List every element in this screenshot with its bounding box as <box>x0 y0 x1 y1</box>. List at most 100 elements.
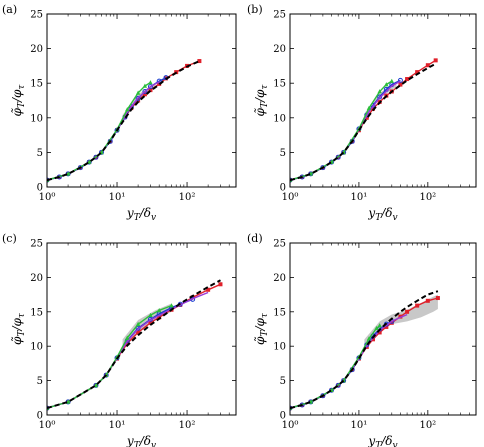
data-point <box>405 309 410 314</box>
y-tick-label: 10 <box>30 342 43 353</box>
y-tick-label: 10 <box>30 113 43 124</box>
data-point <box>169 303 174 308</box>
y-tick-label: 25 <box>30 10 43 21</box>
x-tick-label: 10⁰ <box>39 192 56 203</box>
data-point <box>384 82 389 87</box>
data-point <box>384 324 389 329</box>
chart-panel-a: 0 5 10 15 20 25 10⁰ 10¹ 10² (a) yT/δv φ̃T/φτ <box>2 3 237 223</box>
data-point <box>93 154 99 160</box>
data-point <box>366 336 372 341</box>
data-point <box>435 296 440 301</box>
y-axis-label: φ̃T/φτ <box>10 312 27 345</box>
x-tick-label: 10² <box>419 192 436 203</box>
data-point <box>389 78 394 83</box>
y-tick-label: 25 <box>30 239 43 250</box>
series-line-2 <box>290 80 401 181</box>
y-tick-label: 0 <box>37 183 43 194</box>
data-point <box>397 77 403 83</box>
y-axis-label: φ̃T/φτ <box>10 84 27 117</box>
data-point <box>335 382 341 388</box>
y-tick-label: 10 <box>273 342 286 353</box>
data-point <box>197 59 202 64</box>
data-point <box>377 330 382 335</box>
x-tick-label: 10¹ <box>109 420 126 431</box>
y-tick-label: 0 <box>280 183 286 194</box>
data-point <box>142 92 147 97</box>
x-tick-label: 10⁰ <box>282 192 299 203</box>
data-point <box>206 287 211 292</box>
data-point <box>218 282 223 287</box>
x-tick-label: 10² <box>179 420 196 431</box>
y-tick-label: 15 <box>30 79 43 90</box>
x-tick-label: 10¹ <box>109 192 126 203</box>
data-point <box>93 383 99 388</box>
y-tick-label: 20 <box>30 44 43 55</box>
y-tick-label: 0 <box>280 411 286 422</box>
y-tick-label: 15 <box>273 79 286 90</box>
series-line-4 <box>290 290 439 410</box>
series-line-0 <box>47 283 221 409</box>
y-axis-label: φ̃T/φτ <box>253 312 270 345</box>
panel-label: (b) <box>247 3 263 16</box>
panel-label: (c) <box>2 232 17 245</box>
chart-panel-b: 0 5 10 15 20 25 10⁰ 10¹ 10² (b) yT/δv φ̃T/φτ <box>247 3 477 223</box>
y-tick-label: 15 <box>273 307 286 318</box>
y-tick-label: 15 <box>30 307 43 318</box>
panel-label: (d) <box>247 232 263 245</box>
data-point <box>148 320 153 325</box>
data-point <box>148 88 153 93</box>
y-tick-label: 25 <box>273 239 286 250</box>
data-point <box>156 78 162 84</box>
plot-area <box>47 59 202 183</box>
data-point <box>142 89 148 95</box>
chart-panel-c: 0 5 10 15 20 25 10⁰ 10¹ 10² (c) yT/δv φ̃T/φτ <box>2 232 237 447</box>
y-tick-label: 20 <box>273 273 286 284</box>
data-point <box>377 323 382 328</box>
data-point <box>415 303 420 308</box>
data-point <box>135 95 141 101</box>
data-point <box>157 315 162 320</box>
axes-frame <box>46 13 237 188</box>
data-point <box>136 330 141 335</box>
series-line-4 <box>47 279 221 410</box>
data-point <box>425 298 430 303</box>
plot-area <box>290 290 440 411</box>
data-point <box>125 335 130 340</box>
series-line-4 <box>290 62 437 182</box>
data-point <box>142 83 148 88</box>
data-point <box>135 90 141 95</box>
data-point <box>370 337 375 342</box>
series-line-2 <box>290 313 408 409</box>
series-line-2 <box>47 291 209 409</box>
axes-frame <box>289 242 477 416</box>
data-point <box>156 308 162 313</box>
y-tick-label: 5 <box>280 376 286 387</box>
data-point <box>148 312 153 318</box>
plot-area <box>290 58 438 183</box>
series-line-3 <box>47 304 172 409</box>
y-tick-label: 5 <box>37 148 43 159</box>
y-tick-label: 20 <box>273 44 286 55</box>
data-point <box>148 80 153 85</box>
x-tick-label: 10² <box>179 192 196 203</box>
y-tick-label: 20 <box>30 273 43 284</box>
data-point <box>147 84 153 90</box>
spread-band <box>364 294 438 348</box>
series-line-4 <box>47 60 200 182</box>
data-point <box>389 320 394 325</box>
chart-panel-d: 0 5 10 15 20 25 10⁰ 10¹ 10² (d) yT/δv φ̃T/φτ <box>247 232 477 447</box>
data-point <box>377 89 382 94</box>
x-axis-label: yT/δv <box>126 434 156 447</box>
data-point <box>125 107 130 112</box>
data-point <box>405 77 410 82</box>
x-tick-label: 10⁰ <box>39 420 56 431</box>
y-tick-label: 25 <box>273 10 286 21</box>
x-axis-label: yT/δv <box>126 206 156 223</box>
x-tick-label: 10⁰ <box>282 420 299 431</box>
plot-area <box>47 279 223 411</box>
data-point <box>135 321 141 326</box>
data-point <box>364 115 369 120</box>
y-tick-label: 10 <box>273 113 286 124</box>
data-point <box>374 325 379 331</box>
